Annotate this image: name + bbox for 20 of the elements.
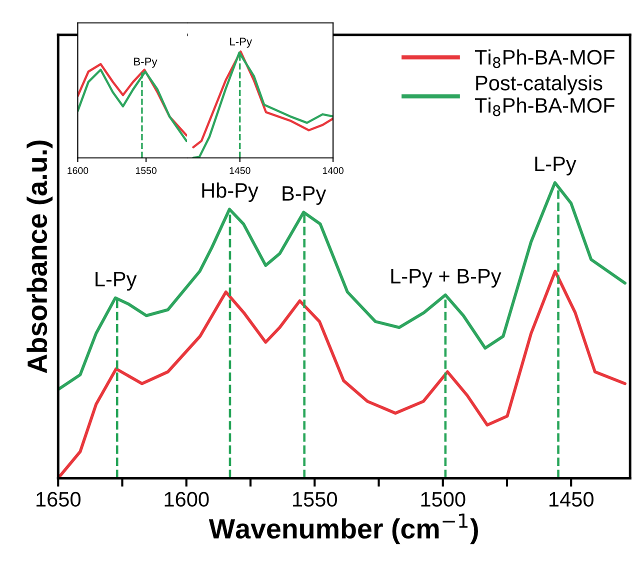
annotation: L-Py bbox=[96, 272, 137, 291]
x-tick-label: 1600 bbox=[164, 492, 209, 507]
x-tick-label: 1450 bbox=[550, 492, 594, 507]
x-tick-label: 1650 bbox=[36, 492, 81, 507]
annotation: L-Py bbox=[535, 156, 576, 176]
annotation: B-Py bbox=[282, 186, 326, 205]
x-tick-label: 1450 bbox=[230, 167, 250, 174]
y-axis-title: Absorbance (a.u.) bbox=[26, 140, 53, 374]
legend-label: Ti$_{8}$Ph-BA-MOF bbox=[474, 49, 614, 68]
x-tick-label: 1600 bbox=[68, 167, 88, 174]
annotation: B-Py bbox=[134, 58, 158, 68]
x-tick-label: 1550 bbox=[293, 492, 337, 507]
annotation: Hb-Py bbox=[202, 182, 258, 202]
x-tick-label: 1550 bbox=[136, 167, 157, 174]
x-tick-label: 1400 bbox=[322, 167, 344, 174]
x-tick-label: 1500 bbox=[421, 492, 466, 507]
legend-label: Post-catalysis Ti$_{8}$Ph-BA-MOF bbox=[474, 75, 614, 116]
annotation: L-Py + B-Py bbox=[391, 269, 502, 288]
x-axis-title: Wavenumber (cm$^{−1}$) bbox=[208, 514, 478, 544]
annotation: L-Py bbox=[230, 38, 252, 48]
